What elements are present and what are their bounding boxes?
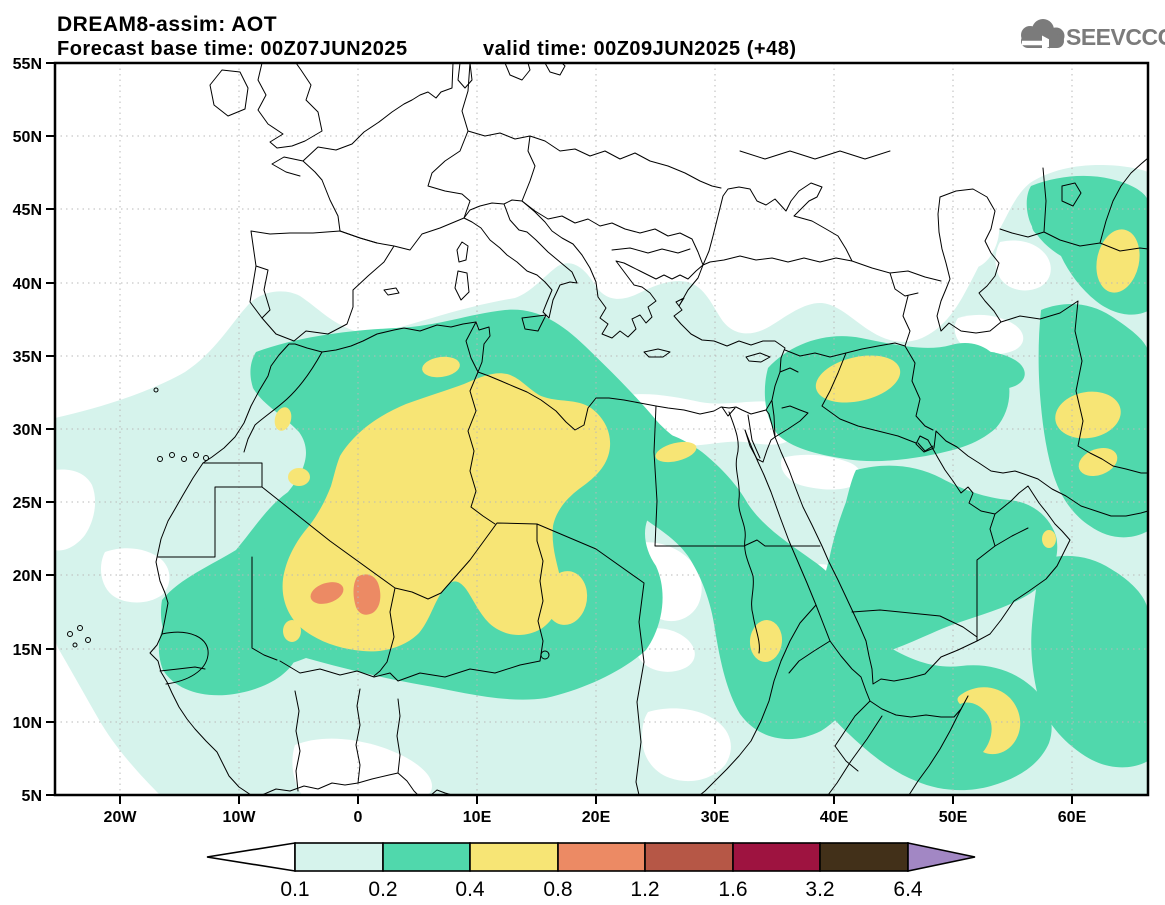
seevccc-logo: SEEVCCC <box>1021 19 1165 51</box>
aot-field-0.8 <box>310 574 381 615</box>
y-axis-label: 10N <box>13 715 42 732</box>
logo-text: SEEVCCC <box>1066 24 1165 50</box>
colorbar-value: 0.8 <box>543 878 572 901</box>
x-axis-label: 60E <box>1058 809 1087 826</box>
y-axis-label: 20N <box>13 568 42 585</box>
y-axis-label: 40N <box>13 276 42 293</box>
y-axis-label: 15N <box>13 642 42 659</box>
x-axis-label: 50E <box>939 809 968 826</box>
colorbar-segment <box>557 842 646 872</box>
colorbar-value: 6.4 <box>893 878 923 901</box>
colorbar-value: 0.2 <box>368 878 397 901</box>
country-borders <box>157 63 1148 795</box>
x-axis-label: 30E <box>701 809 730 826</box>
y-axis-label: 55N <box>13 56 42 73</box>
y-axis-label: 35N <box>13 349 42 366</box>
colorbar-value: 0.4 <box>455 878 485 901</box>
x-axis-label: 0 <box>354 809 363 826</box>
cloud-arrow-icon <box>1021 19 1065 51</box>
x-axis-label: 40E <box>820 809 849 826</box>
colorbar-segment <box>382 842 471 872</box>
colorbar-segment <box>732 842 821 872</box>
colorbar-segment <box>294 842 384 872</box>
y-axis-label: 30N <box>13 422 42 439</box>
forecast-base-time: Forecast base time: 00Z07JUN2025 <box>57 38 408 60</box>
colorbar-value: 1.2 <box>630 878 659 901</box>
y-axis-label: 5N <box>22 788 42 805</box>
x-axis-label: 10E <box>463 809 492 826</box>
y-axis-label: 25N <box>13 495 42 512</box>
x-axis-ticks <box>119 795 1073 804</box>
valid-time: valid time: 00Z09JUN2025 (+48) <box>483 38 797 60</box>
colorbar-segment <box>819 842 909 872</box>
colorbar-segment <box>644 842 734 872</box>
x-axis-label: 20E <box>582 809 611 826</box>
colorbar-segment <box>469 842 559 872</box>
colorbar-over-arrow <box>907 842 976 872</box>
y-axis-label: 50N <box>13 129 42 146</box>
colorbar-value: 0.1 <box>280 878 309 901</box>
x-axis-label: 10W <box>223 809 257 826</box>
colorbar-value: 1.6 <box>718 878 747 901</box>
colorbar: 0.1 0.2 0.4 0.8 1.2 1.6 3.2 6.4 <box>206 842 976 901</box>
colorbar-value: 3.2 <box>805 878 834 901</box>
x-axis-label: 20W <box>104 809 138 826</box>
y-axis-ticks <box>46 62 55 796</box>
plot-title: DREAM8-assim: AOT <box>57 13 277 36</box>
y-axis-label: 45N <box>13 202 42 219</box>
coastlines <box>67 63 1148 795</box>
